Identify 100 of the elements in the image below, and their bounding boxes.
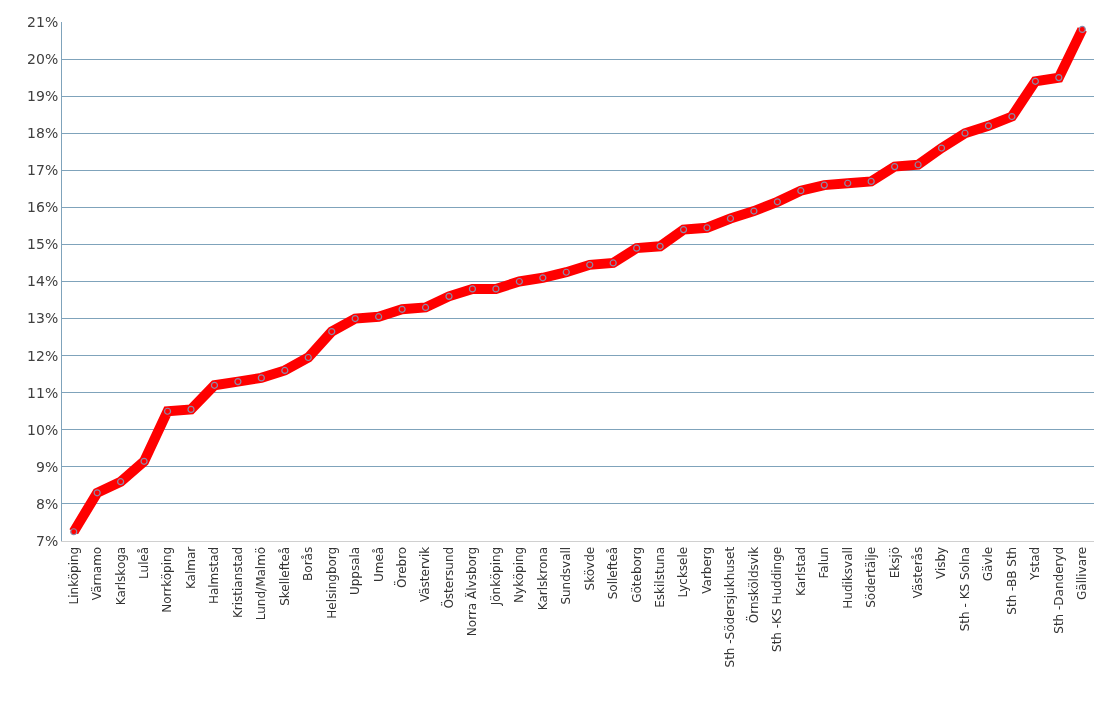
point	[914, 161, 922, 169]
point	[1031, 77, 1039, 85]
point	[656, 242, 664, 250]
x-tick-label: Lund/Malmö	[254, 546, 269, 621]
point	[468, 285, 477, 293]
point	[679, 226, 688, 234]
x-tick-label: Umeå	[371, 546, 386, 583]
point	[257, 374, 265, 382]
x-tick-label: Skövde	[582, 546, 597, 591]
x-tick-label: Karlskrona	[535, 546, 550, 611]
x-tick-label: Skellefteå	[277, 546, 292, 606]
x-tick-label: Sth -KS Huddinge	[770, 546, 785, 652]
point	[163, 407, 172, 415]
point	[1055, 74, 1063, 82]
point	[445, 292, 453, 300]
x-tick-label: Borås	[301, 546, 316, 581]
x-tick-label: Helsingborg	[324, 546, 339, 619]
x-tick-label: Luleå	[136, 546, 151, 579]
point	[703, 224, 711, 232]
x-tick-label: Örnsköldsvik	[744, 546, 761, 624]
x-tick-label: Hudiksvall	[840, 546, 855, 609]
x-tick-label: Västerås	[910, 546, 925, 599]
point	[398, 305, 406, 313]
point	[515, 277, 523, 286]
point	[328, 327, 336, 336]
point	[539, 274, 547, 282]
point	[93, 489, 101, 497]
y-tick-label: 15%	[27, 236, 59, 253]
x-tick-label: Varberg	[699, 546, 714, 594]
point	[140, 457, 148, 465]
y-tick-label: 20%	[27, 50, 59, 67]
y-tick-label: 7%	[35, 532, 59, 549]
x-tick-label: Ystad	[1028, 546, 1043, 582]
y-tick-label: 17%	[27, 162, 59, 179]
x-tick-label: Gällivare	[1075, 546, 1090, 600]
point	[844, 179, 852, 187]
point	[867, 177, 875, 186]
x-tick-label: Jönköping	[488, 546, 503, 607]
point	[281, 366, 289, 375]
point	[961, 129, 969, 137]
x-tick-label: Östersund	[439, 546, 456, 609]
y-tick-label: 21%	[27, 13, 59, 30]
y-tick-label: 13%	[27, 310, 59, 327]
x-tick-label: Lycksele	[676, 546, 691, 598]
x-tick-label: Södertälje	[864, 546, 879, 608]
point	[1078, 25, 1086, 34]
y-tick-label: 19%	[27, 88, 59, 105]
x-tick-label: Nyköping	[512, 546, 527, 603]
point	[421, 303, 430, 312]
x-tick-label: Eskilstuna	[652, 546, 667, 608]
x-tick-label: Gävle	[981, 546, 996, 582]
x-tick-label: Linköping	[66, 546, 81, 605]
y-tick-label: 11%	[27, 384, 59, 401]
x-tick-label: Karlstad	[793, 546, 808, 597]
point	[117, 478, 125, 486]
point	[797, 187, 805, 195]
x-tick-label: Sth -Danderyd	[1051, 546, 1066, 634]
x-tick-label: Norrköping	[160, 546, 175, 613]
x-tick-label: Visby	[934, 546, 949, 580]
point	[351, 314, 359, 323]
x-tick-label: Falun	[817, 546, 832, 579]
x-tick-label: Karlskoga	[113, 546, 128, 606]
x-tick-label: Uppsala	[348, 546, 363, 596]
point	[750, 207, 758, 215]
point	[1008, 112, 1016, 121]
point	[70, 528, 78, 536]
x-tick-label: Norra Älvsborg	[464, 546, 480, 637]
point	[562, 268, 570, 276]
point	[375, 313, 383, 321]
point	[891, 162, 899, 171]
x-tick-label: Kalmar	[183, 546, 198, 590]
y-tick-label: 14%	[27, 273, 59, 290]
x-tick-label: Sth -BB Sth	[1004, 546, 1019, 615]
x-tick-label: Västervik	[418, 546, 433, 603]
y-tick-label: 18%	[27, 125, 59, 142]
x-tick-label: Örebro	[392, 546, 409, 588]
point	[609, 259, 617, 267]
point	[586, 261, 594, 269]
point	[726, 214, 735, 223]
y-tick-label: 10%	[27, 421, 59, 438]
point	[210, 381, 219, 389]
y-tick-label: 16%	[27, 199, 59, 216]
x-tick-label: Kristianstad	[230, 546, 245, 619]
x-tick-label: Sth - KS Solna	[957, 546, 972, 632]
point	[773, 198, 781, 206]
point	[187, 405, 195, 413]
x-tick-label: Sth -Södersjukhuset	[723, 546, 738, 668]
point	[633, 244, 641, 252]
point	[492, 285, 500, 293]
x-tick-label: Halmstad	[207, 546, 222, 605]
y-tick-label: 12%	[27, 347, 59, 364]
y-tick-label: 9%	[35, 458, 59, 475]
x-tick-label: Eksjö	[887, 546, 902, 579]
y-tick-label: 8%	[35, 495, 59, 512]
point	[937, 144, 946, 152]
x-tick-label: Värnamo	[90, 546, 105, 601]
x-tick-label: Sollefteå	[606, 546, 621, 600]
point	[820, 181, 828, 189]
point	[304, 353, 312, 362]
point	[984, 122, 993, 130]
